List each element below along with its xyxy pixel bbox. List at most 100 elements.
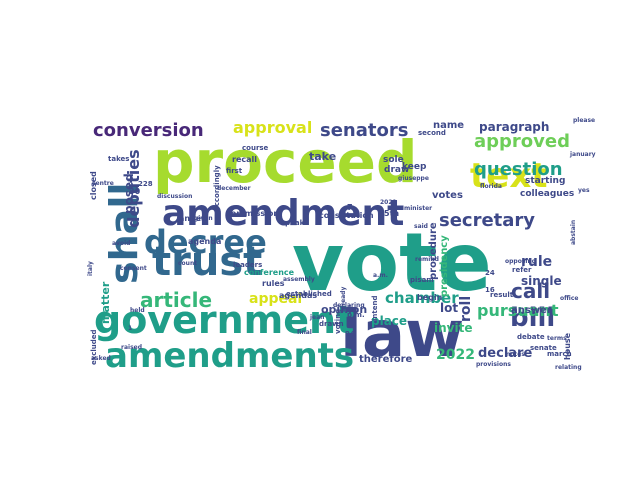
cloud-word-bill: bill: [510, 303, 555, 333]
cloud-word-approved: approved: [474, 131, 570, 152]
cloud-word-starting: starting: [525, 176, 565, 186]
cloud-word-therefore: therefore: [359, 354, 413, 365]
cloud-word-provisions: provisions: [476, 361, 511, 368]
cloud-word-abstain: abstain: [570, 220, 577, 245]
cloud-word-closed: closed: [89, 171, 98, 200]
cloud-word-call: call: [511, 279, 550, 303]
cloud-word-already: already: [340, 287, 347, 312]
cloud-word-appeal: appeal: [249, 291, 302, 307]
cloud-word-invite: invite: [434, 321, 472, 335]
cloud-word-roll: roll: [458, 296, 474, 322]
cloud-word-avoid: avoid: [112, 240, 130, 247]
cloud-word-government: government: [94, 298, 354, 342]
cloud-word-leaders: leaders: [233, 261, 262, 269]
cloud-word-deputies: deputies: [124, 149, 143, 228]
cloud-word-begin: begin: [417, 293, 443, 302]
cloud-word-place: place: [371, 314, 407, 328]
cloud-word-pursuant: pursuant: [477, 301, 559, 320]
cloud-word-agenda: agenda: [188, 237, 221, 246]
cloud-word-5th: 5th: [384, 209, 399, 218]
cloud-word-trust: trust: [152, 239, 262, 285]
cloud-word-procedure: procedure: [428, 222, 439, 280]
cloud-word-march: march: [547, 350, 572, 358]
cloud-word-italy: italy: [87, 261, 94, 276]
cloud-word-shall: shall: [102, 183, 146, 284]
cloud-word-rules: rules: [262, 279, 285, 288]
cloud-word-228: 228: [138, 180, 153, 188]
cloud-word-presidency: presidency: [439, 235, 450, 297]
cloud-word-article: article: [140, 288, 212, 312]
cloud-word-proceed: proceed: [153, 128, 418, 196]
cloud-word-takes: takes: [108, 155, 129, 163]
cloud-word-30: 30: [129, 187, 141, 196]
cloud-word-voting: voting: [334, 309, 342, 334]
cloud-word-lot: lot: [440, 301, 458, 315]
cloud-word-take: take: [309, 150, 336, 163]
cloud-word-accordingly: accordingly: [213, 165, 221, 211]
cloud-word-minister: minister: [404, 205, 432, 212]
cloud-word-intend: intend: [371, 296, 379, 321]
cloud-word-draw: draw: [384, 165, 409, 175]
cloud-word-opposing: opposing: [505, 258, 536, 265]
cloud-word-asked: asked: [91, 355, 111, 362]
cloud-word-chamber: chamber: [385, 289, 459, 307]
cloud-word-pisani: pisani: [410, 276, 434, 284]
cloud-word-jean: jean: [309, 314, 324, 321]
cloud-word-amendment: amendment: [162, 193, 404, 234]
cloud-word-question: question: [474, 159, 563, 180]
cloud-word-notes: notes: [506, 351, 525, 358]
cloud-word-terms: terms: [547, 335, 567, 342]
cloud-word-declare: declare: [478, 346, 532, 361]
cloud-word-text: text: [470, 156, 548, 196]
cloud-word-a-m-: a.m.: [373, 272, 388, 279]
cloud-word-single: single: [521, 274, 562, 288]
cloud-word-posed: posed: [122, 173, 136, 214]
cloud-word-conference: conference: [244, 268, 295, 277]
cloud-word-yes: yes: [578, 187, 590, 194]
cloud-word-giuseppe: giuseppe: [398, 175, 429, 182]
cloud-word-16: 16: [485, 286, 495, 294]
cloud-word-office: office: [560, 295, 578, 302]
cloud-word-94: 94: [345, 330, 355, 338]
cloud-word-remind: remind: [415, 256, 439, 263]
cloud-word-opinion: opinion: [321, 303, 367, 316]
cloud-word-constitution: constitution: [319, 211, 374, 220]
cloud-word-agendas: agendas: [279, 291, 317, 300]
cloud-word-consent: consent: [120, 265, 147, 272]
cloud-word-24: 24: [485, 269, 495, 277]
cloud-word-matter: matter: [99, 281, 112, 324]
cloud-word-colleagues: colleagues: [520, 189, 574, 199]
cloud-word-debate: debate: [517, 333, 545, 341]
cloud-word-senate: senate: [530, 344, 557, 352]
cloud-word-law: law: [340, 298, 464, 372]
cloud-word-vote: vote: [292, 216, 492, 309]
cloud-word-centre: centre: [92, 180, 114, 187]
cloud-word-7: 7: [347, 203, 353, 212]
cloud-word-excluded: excluded: [90, 329, 98, 365]
cloud-word-refer: refer: [512, 266, 532, 274]
cloud-word-2022: 2022: [436, 347, 475, 363]
cloud-word-relating: relating: [555, 364, 582, 371]
cloud-word-drawn: drawn: [319, 320, 344, 328]
cloud-word-answer: answer: [511, 305, 552, 316]
cloud-word-1: 1: [128, 325, 132, 332]
cloud-word-first: first: [226, 167, 243, 175]
cloud-word-approval: approval: [233, 118, 312, 137]
cloud-word-course: course: [242, 144, 269, 152]
cloud-word-second: second: [418, 129, 446, 137]
cloud-word-votes: votes: [432, 190, 463, 201]
cloud-word-paragraph: paragraph: [479, 120, 549, 134]
cloud-word-annex: annex: [179, 214, 207, 223]
cloud-word-assembly: assembly: [283, 276, 315, 283]
cloud-word-name: name: [433, 120, 464, 131]
cloud-word-declaring: declaring: [333, 302, 365, 309]
cloud-word-count: count: [178, 260, 197, 267]
cloud-word-speak: speak: [281, 219, 305, 227]
cloud-word-discussion: discussion: [157, 193, 192, 200]
cloud-word-january: january: [569, 151, 596, 158]
cloud-word-house: house: [563, 332, 572, 360]
cloud-word-conversion: conversion: [93, 120, 204, 141]
cloud-word-held: held: [130, 307, 145, 314]
